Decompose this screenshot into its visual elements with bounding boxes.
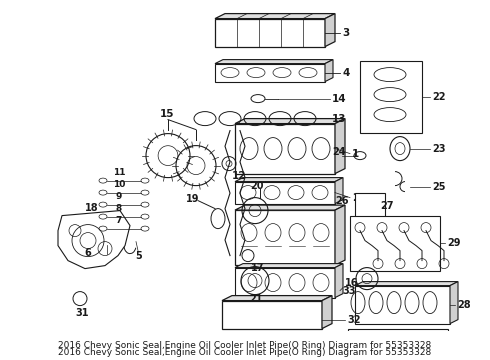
Text: 15: 15 bbox=[160, 109, 174, 118]
Polygon shape bbox=[222, 301, 322, 329]
Polygon shape bbox=[235, 181, 335, 204]
Polygon shape bbox=[235, 264, 343, 267]
Bar bbox=[360, 60, 422, 132]
Text: 19: 19 bbox=[186, 194, 199, 204]
Text: 33: 33 bbox=[342, 285, 356, 296]
Text: 7: 7 bbox=[116, 216, 122, 225]
Polygon shape bbox=[335, 264, 343, 298]
Text: 2016 Chevy Sonic Seal,Engine Oil Cooler Inlet Pipe(O Ring) Diagram for 55353328: 2016 Chevy Sonic Seal,Engine Oil Cooler … bbox=[58, 341, 432, 350]
Text: 31: 31 bbox=[75, 307, 89, 318]
Text: 32: 32 bbox=[347, 315, 361, 325]
Polygon shape bbox=[215, 64, 325, 82]
Polygon shape bbox=[235, 205, 345, 210]
Polygon shape bbox=[335, 205, 345, 265]
Text: 10: 10 bbox=[113, 180, 125, 189]
Polygon shape bbox=[235, 123, 335, 174]
Text: 1: 1 bbox=[352, 149, 359, 159]
Text: 3: 3 bbox=[342, 28, 349, 37]
Polygon shape bbox=[215, 14, 335, 19]
Text: 6: 6 bbox=[84, 248, 91, 258]
Polygon shape bbox=[325, 60, 333, 82]
Text: 13: 13 bbox=[332, 114, 346, 123]
Polygon shape bbox=[58, 211, 130, 269]
Text: 24: 24 bbox=[332, 147, 345, 157]
Text: 16: 16 bbox=[345, 278, 359, 288]
Text: 17: 17 bbox=[251, 262, 265, 273]
Text: 14: 14 bbox=[332, 94, 346, 104]
Text: 20: 20 bbox=[250, 181, 264, 190]
Text: 23: 23 bbox=[432, 144, 445, 154]
Text: 8: 8 bbox=[116, 204, 122, 213]
Text: 29: 29 bbox=[447, 238, 461, 248]
Text: 5: 5 bbox=[135, 251, 142, 261]
Polygon shape bbox=[235, 177, 343, 181]
Text: 12: 12 bbox=[232, 171, 246, 181]
Polygon shape bbox=[325, 14, 335, 46]
Text: 27: 27 bbox=[380, 201, 393, 211]
Polygon shape bbox=[215, 19, 325, 46]
Text: 18: 18 bbox=[85, 203, 98, 213]
Polygon shape bbox=[355, 282, 458, 285]
Text: 26: 26 bbox=[335, 195, 348, 206]
Bar bbox=[348, 329, 448, 360]
Text: 21: 21 bbox=[249, 294, 263, 303]
Polygon shape bbox=[335, 177, 343, 204]
Text: 11: 11 bbox=[113, 168, 125, 177]
Polygon shape bbox=[215, 60, 333, 64]
Text: 25: 25 bbox=[432, 181, 445, 192]
Text: 9: 9 bbox=[116, 192, 122, 201]
Text: 2: 2 bbox=[352, 193, 359, 203]
Polygon shape bbox=[235, 267, 335, 298]
Polygon shape bbox=[235, 118, 345, 123]
Bar bbox=[350, 216, 440, 271]
Polygon shape bbox=[322, 296, 332, 329]
Text: 4: 4 bbox=[342, 68, 349, 78]
Text: 2016 Chevy Sonic Seal,Engine Oil Cooler Inlet Pipe(O Ring) Diagram for 55353328: 2016 Chevy Sonic Seal,Engine Oil Cooler … bbox=[58, 348, 432, 357]
Polygon shape bbox=[355, 285, 450, 324]
Text: 22: 22 bbox=[432, 91, 445, 102]
Polygon shape bbox=[235, 210, 335, 265]
Polygon shape bbox=[450, 282, 458, 324]
Text: 28: 28 bbox=[457, 300, 470, 310]
Polygon shape bbox=[222, 296, 332, 301]
Bar bbox=[355, 193, 385, 219]
Polygon shape bbox=[335, 118, 345, 174]
